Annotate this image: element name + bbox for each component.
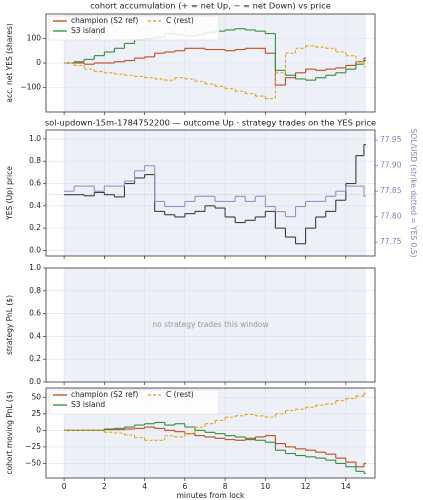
y-tick-label: −25	[25, 442, 41, 451]
x-tick-label: 14	[341, 482, 351, 491]
plot-frame	[45, 387, 376, 479]
legend-label: C (rest)	[166, 16, 194, 25]
y2-tick-label: 77.90	[380, 161, 402, 170]
panel-title: cohort accumulation (+ = net Up, − = net…	[90, 1, 331, 11]
y-tick-label: 50	[31, 392, 41, 401]
legend-label: S3 island	[71, 400, 105, 409]
y2-axis-label: SOL/USD (strike dotted = YES 0.5)	[409, 129, 418, 258]
y-axis-label: cohort moving PnL ($)	[5, 391, 14, 474]
legend-label: C (rest)	[166, 390, 194, 399]
x-tick-label: 12	[301, 482, 311, 491]
x-tick-label: 8	[223, 482, 228, 491]
y-tick-label: −100	[20, 83, 41, 92]
y-tick-label: 0.2	[29, 354, 41, 363]
y-axis-label: strategy PnL ($)	[5, 295, 14, 355]
y2-tick-label: 77.85	[380, 186, 402, 195]
y-tick-label: 0.4	[29, 201, 41, 210]
y2-tick-label: 77.75	[380, 237, 402, 246]
legend-box	[48, 15, 220, 41]
x-tick-label: 2	[102, 482, 107, 491]
panel-title: sol-updown-15m-1784752200 — outcome Up ·…	[45, 118, 376, 128]
annotation: no strategy trades this window	[152, 320, 268, 329]
plot-frame	[45, 13, 376, 113]
y-tick-label: 1.0	[29, 134, 41, 143]
x-tick-label: 6	[182, 482, 187, 491]
legend-label: champion (S2 ref)	[71, 390, 138, 399]
y-tick-label: 0.8	[29, 286, 41, 295]
y-tick-label: 0.6	[29, 179, 41, 188]
plot-frame	[45, 267, 376, 383]
legend-label: S3 island	[71, 26, 105, 35]
x-tick-label: 10	[261, 482, 271, 491]
y-tick-label: 1.0	[29, 263, 41, 272]
y-tick-label: 0.0	[29, 245, 41, 254]
x-tick-label: 4	[142, 482, 147, 491]
y2-tick-label: 77.80	[380, 212, 402, 221]
y-tick-label: 0.2	[29, 223, 41, 232]
y-axis-label: YES (Up) price	[5, 166, 14, 221]
y-tick-label: 0	[36, 58, 41, 67]
y-tick-label: 0.8	[29, 156, 41, 165]
x-tick-label: 0	[62, 482, 67, 491]
y-tick-label: 0.4	[29, 331, 41, 340]
y2-tick-label: 77.95	[380, 135, 402, 144]
x-axis-label: minutes from lock	[177, 491, 245, 500]
plot-frame	[45, 129, 376, 257]
y-tick-label: 0.0	[29, 377, 41, 386]
shaded-span	[64, 268, 366, 382]
y-tick-label: 25	[31, 409, 41, 418]
y-tick-label: 100	[27, 34, 42, 43]
legend-label: champion (S2 ref)	[71, 16, 138, 25]
y-tick-label: 0	[36, 425, 41, 434]
y-tick-label: −50	[25, 458, 41, 467]
y-tick-label: 0.6	[29, 309, 41, 318]
shaded-span	[64, 130, 366, 256]
legend-box	[48, 389, 220, 415]
y-axis-label: acc. net YES (shares)	[5, 23, 14, 102]
